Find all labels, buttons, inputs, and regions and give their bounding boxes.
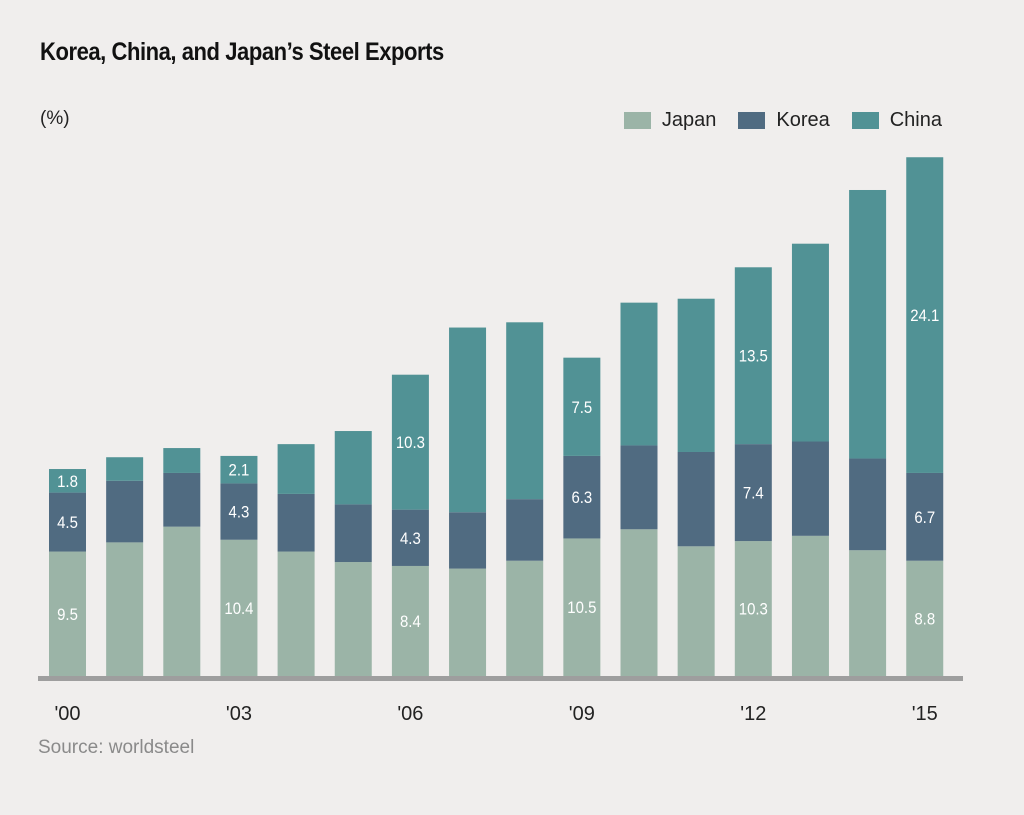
bar-china-5	[334, 431, 372, 505]
data-label-china-0: 1.8	[57, 473, 78, 491]
bar-china-4	[277, 444, 315, 494]
x-tick-label-15: '15	[912, 703, 938, 725]
bar-japan-12	[734, 541, 772, 676]
bar-japan-9	[563, 538, 601, 676]
bar-china-9	[563, 357, 601, 456]
bar-japan-2	[163, 526, 201, 676]
legend-item-korea: Korea	[738, 109, 830, 132]
bar-china-12	[734, 267, 772, 445]
data-label-japan-0: 9.5	[57, 606, 78, 624]
legend-item-japan: Japan	[623, 109, 717, 132]
data-label-china-15: 24.1	[910, 307, 939, 325]
bar-japan-15	[906, 560, 944, 676]
bar-japan-5	[334, 562, 372, 676]
x-tick-label-9: '09	[569, 703, 595, 725]
bar-korea-0	[49, 492, 86, 552]
data-label-japan-9: 10.5	[567, 599, 596, 617]
bar-korea-9	[563, 455, 601, 539]
x-axis-line	[38, 676, 963, 681]
bar-china-13	[791, 243, 829, 442]
bar-korea-5	[334, 504, 372, 563]
data-label-japan-3: 10.4	[224, 600, 253, 618]
legend: Japan Korea China	[602, 109, 942, 132]
bar-japan-4	[277, 551, 315, 676]
bar-japan-0	[49, 551, 86, 676]
chart-title: Korea, China, and Japan’s Steel Exports	[40, 38, 444, 66]
bar-korea-14	[849, 458, 887, 551]
bar-korea-1	[106, 480, 144, 543]
bar-china-6	[391, 374, 429, 510]
bar-japan-13	[791, 535, 829, 676]
bar-korea-11	[677, 451, 715, 547]
legend-item-china: China	[851, 109, 942, 132]
bar-china-2	[163, 448, 201, 473]
bar-korea-7	[449, 512, 487, 569]
bar-japan-3	[220, 539, 258, 676]
legend-swatch-korea	[738, 112, 766, 129]
bar-japan-11	[677, 546, 715, 676]
data-label-china-12: 13.5	[739, 348, 768, 366]
bar-korea-13	[791, 441, 829, 536]
source-note: Source: worldsteel	[38, 737, 195, 758]
data-label-china-6: 10.3	[396, 434, 425, 452]
data-label-korea-15: 6.7	[914, 509, 935, 527]
bar-china-3	[220, 455, 258, 484]
bar-china-8	[506, 322, 544, 500]
bar-japan-14	[849, 550, 887, 676]
data-label-korea-6: 4.3	[400, 530, 421, 548]
bar-japan-6	[391, 565, 429, 676]
bar-korea-12	[734, 444, 772, 542]
bar-china-15	[906, 157, 944, 473]
y-axis-unit-label: (%)	[40, 108, 70, 129]
bar-japan-8	[506, 560, 544, 676]
legend-label-china: China	[889, 109, 942, 131]
data-label-china-9: 7.5	[571, 399, 592, 417]
bar-korea-2	[163, 472, 201, 527]
bar-korea-3	[220, 483, 258, 540]
bar-japan-7	[449, 568, 487, 676]
bar-china-14	[849, 189, 887, 459]
bar-china-0	[49, 469, 86, 493]
bar-korea-6	[391, 509, 429, 566]
bar-korea-10	[620, 445, 658, 530]
x-tick-label-3: '03	[226, 703, 252, 725]
bar-japan-10	[620, 529, 658, 676]
data-label-japan-15: 8.8	[914, 611, 935, 629]
data-label-china-3: 2.1	[229, 462, 250, 480]
data-label-japan-6: 8.4	[400, 613, 421, 631]
data-label-korea-12: 7.4	[743, 485, 764, 503]
bar-china-1	[106, 457, 144, 481]
bar-korea-4	[277, 493, 315, 552]
legend-label-japan: Japan	[661, 109, 717, 131]
bar-korea-15	[906, 472, 944, 561]
x-tick-label-0: '00	[54, 703, 80, 725]
data-label-japan-12: 10.3	[739, 601, 768, 619]
bar-china-7	[449, 327, 487, 513]
bar-china-11	[677, 298, 715, 452]
bar-korea-8	[506, 499, 544, 561]
data-label-korea-9: 6.3	[571, 489, 592, 507]
data-label-korea-3: 4.3	[229, 504, 250, 522]
legend-swatch-china	[851, 112, 879, 129]
legend-swatch-japan	[623, 112, 651, 129]
bar-japan-1	[106, 542, 144, 676]
x-tick-label-12: '12	[740, 703, 766, 725]
legend-label-korea: Korea	[776, 109, 830, 131]
x-tick-label-6: '06	[397, 703, 423, 725]
data-label-korea-0: 4.5	[57, 514, 78, 532]
bar-china-10	[620, 302, 658, 446]
